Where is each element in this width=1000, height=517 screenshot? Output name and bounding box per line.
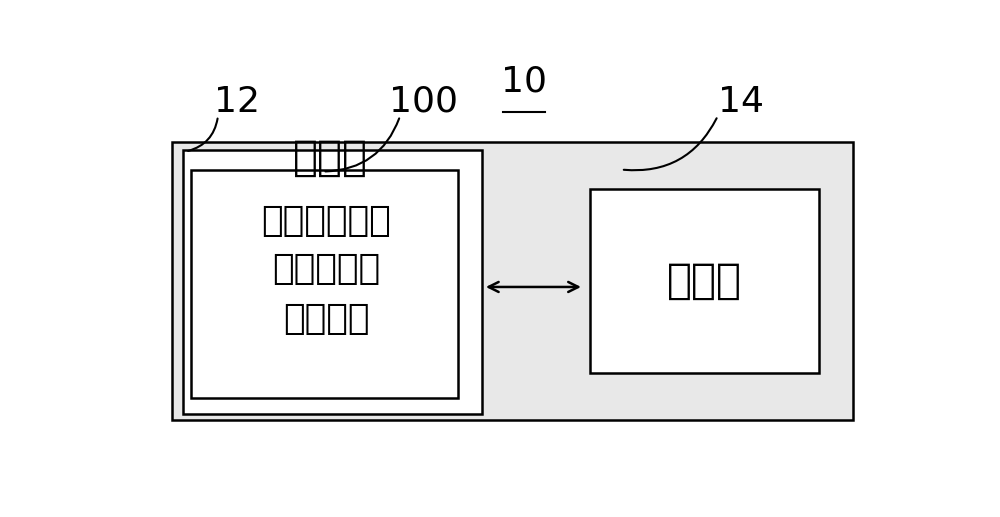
Text: 水光互补系统: 水光互补系统 <box>262 204 391 238</box>
Text: 10: 10 <box>501 65 547 99</box>
Bar <box>590 189 819 373</box>
Text: 存储器: 存储器 <box>293 136 368 178</box>
Bar <box>183 149 482 414</box>
Bar <box>191 170 458 399</box>
Text: 校核装置: 校核装置 <box>283 302 370 336</box>
Text: 100: 100 <box>389 85 458 119</box>
Bar <box>172 142 853 420</box>
Text: 处理器: 处理器 <box>667 260 742 302</box>
Text: 14: 14 <box>718 85 764 119</box>
Text: 的安全运行: 的安全运行 <box>272 252 381 286</box>
Text: 12: 12 <box>214 85 260 119</box>
